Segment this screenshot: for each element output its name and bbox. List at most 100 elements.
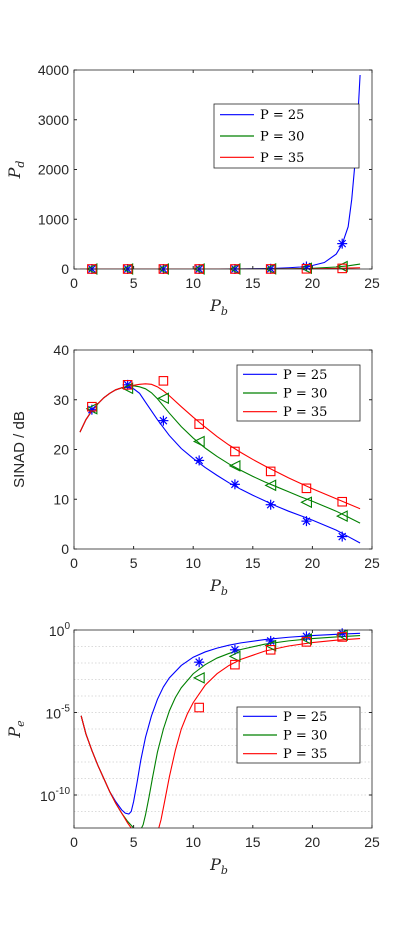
- x-tick-label: 20: [305, 834, 321, 850]
- legend-label-3: P = 35: [283, 747, 327, 762]
- series-group: [80, 632, 361, 828]
- data-point: [337, 263, 348, 274]
- legend-label-3: P = 35: [260, 151, 304, 166]
- data-point: [194, 455, 205, 466]
- x-tick-label: 15: [245, 555, 261, 571]
- data-point: [87, 401, 97, 412]
- data-point: [158, 376, 169, 386]
- x-tick-label: 5: [130, 275, 138, 291]
- data-point: [337, 632, 348, 642]
- y-tick-label: 10-10: [40, 786, 70, 804]
- asterisk-stroke: [87, 405, 96, 414]
- series-line-1: [79, 74, 361, 269]
- x-tick-label: 0: [70, 555, 78, 571]
- y-axis-label: SINAD / dB: [11, 411, 28, 488]
- data-point: [301, 483, 312, 494]
- legend-label-1: P = 25: [283, 368, 327, 383]
- x-tick-label: 25: [364, 555, 380, 571]
- data-point: [265, 644, 276, 655]
- asterisk-stroke: [338, 532, 347, 541]
- axes-box: [73, 629, 373, 829]
- asterisk-stroke: [159, 416, 168, 425]
- data-point: [265, 466, 276, 477]
- data-point: [122, 379, 133, 390]
- x-tick-label: 0: [70, 834, 78, 850]
- legend-label-3: P = 35: [283, 405, 327, 420]
- y-tick-label: 10: [53, 491, 69, 507]
- data-point: [264, 479, 277, 492]
- data-point: [194, 657, 205, 668]
- data-point: [300, 496, 312, 509]
- legend-label-1: P = 25: [283, 710, 327, 725]
- data-point: [337, 531, 348, 542]
- y-tick-label: 3000: [38, 112, 69, 128]
- data-point: [194, 419, 204, 429]
- data-point: [300, 262, 312, 275]
- x-tick-label: 10: [185, 834, 201, 850]
- series-group: [79, 383, 361, 544]
- y-axis-label: Pd: [5, 161, 27, 180]
- asterisk-stroke: [195, 658, 204, 667]
- y-tick-label: 20: [53, 442, 69, 458]
- data-point: [301, 637, 312, 647]
- data-point: [265, 635, 276, 646]
- y-tick-label: 30: [53, 392, 69, 408]
- y-axis-label: Pe: [5, 720, 27, 739]
- series-line-3: [79, 383, 361, 510]
- data-point: [194, 702, 204, 713]
- x-axis-label: Pb: [209, 855, 228, 877]
- asterisk-stroke: [266, 500, 275, 509]
- asterisk-stroke: [338, 239, 347, 248]
- legend: P = 25 P = 30 P = 35: [236, 706, 361, 764]
- asterisk-stroke: [302, 517, 311, 526]
- asterisk-stroke: [266, 636, 275, 645]
- asterisk-stroke: [230, 645, 239, 654]
- y-tick-label: 0: [61, 261, 69, 277]
- y-tick-label: 4000: [38, 62, 69, 78]
- legend-label-2: P = 30: [260, 130, 304, 145]
- series-line-3: [80, 638, 361, 828]
- data-point: [301, 261, 312, 272]
- data-point: [158, 415, 169, 426]
- x-tick-label: 10: [185, 275, 201, 291]
- x-tick-label: 5: [130, 555, 138, 571]
- data-point: [265, 499, 276, 510]
- data-point: [337, 496, 348, 507]
- data-point: [122, 380, 133, 390]
- data-point: [192, 671, 205, 684]
- y-tick-label: 0: [61, 541, 69, 557]
- x-tick-label: 20: [305, 275, 321, 291]
- x-tick-label: 0: [70, 275, 78, 291]
- asterisk-stroke: [230, 480, 239, 489]
- y-tick-label: 100: [49, 621, 71, 639]
- legend-label-2: P = 30: [283, 387, 327, 402]
- axes-box: [73, 69, 373, 270]
- legend: P = 25 P = 30 P = 35: [213, 103, 360, 169]
- y-tick-label: 40: [53, 342, 69, 358]
- y-tick-label: 10-5: [46, 704, 71, 722]
- x-tick-label: 25: [364, 834, 380, 850]
- y-tick-label: 2000: [38, 162, 69, 178]
- data-point: [157, 392, 169, 405]
- data-point: [301, 516, 312, 527]
- data-point: [192, 435, 205, 448]
- x-axis-label: Pb: [209, 296, 228, 318]
- x-axis-label: Pb: [209, 576, 228, 598]
- y-tick-label: 1000: [38, 211, 69, 227]
- x-tick-label: 15: [245, 834, 261, 850]
- data-point: [337, 238, 348, 249]
- data-point: [228, 460, 241, 472]
- data-point: [300, 633, 312, 645]
- data-point: [335, 510, 348, 523]
- data-point: [121, 382, 134, 395]
- x-tick-label: 10: [185, 555, 201, 571]
- asterisk-stroke: [195, 456, 204, 465]
- data-point: [230, 659, 240, 670]
- legend-label-2: P = 30: [283, 729, 327, 744]
- legend: P = 25 P = 30 P = 35: [236, 364, 361, 422]
- x-tick-label: 20: [305, 555, 321, 571]
